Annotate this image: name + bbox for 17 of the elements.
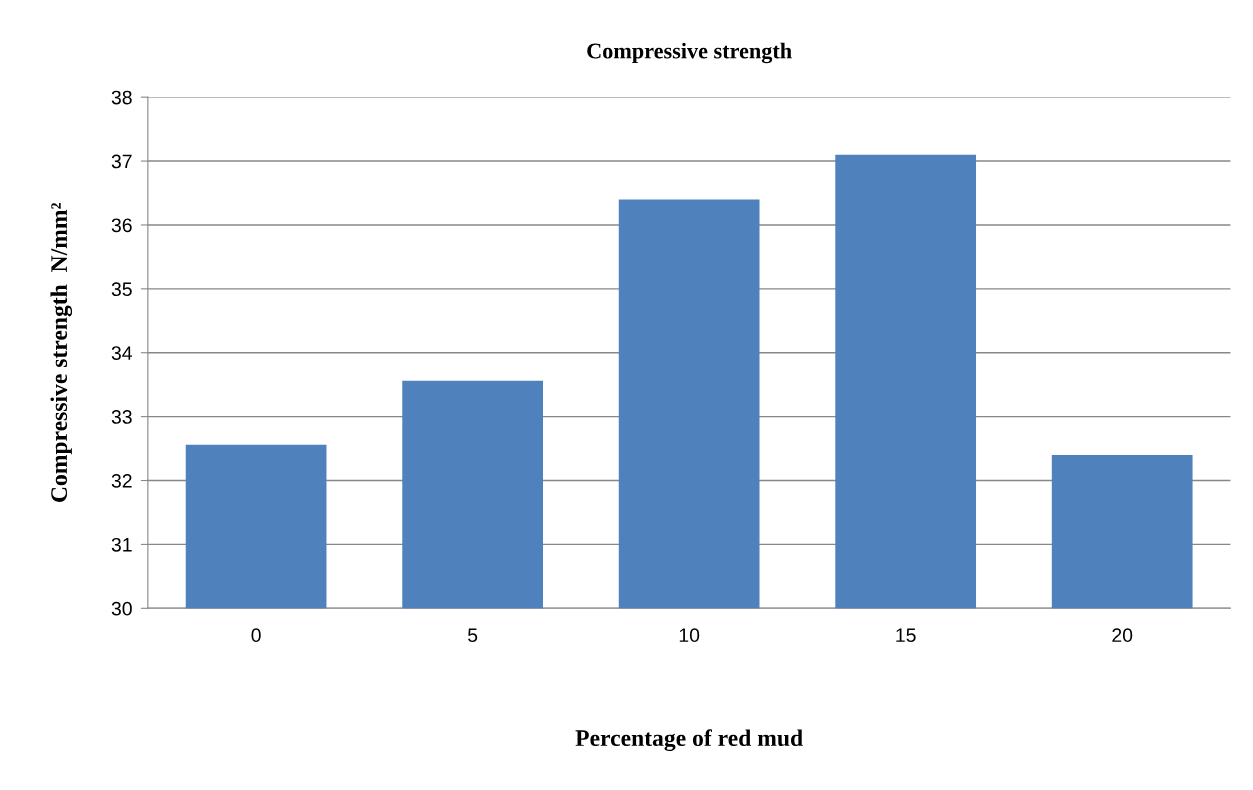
y-tick-label: 37 bbox=[111, 154, 132, 169]
y-tick-label: 32 bbox=[111, 473, 132, 488]
x-tick-label: 20 bbox=[1112, 628, 1133, 643]
x-tick-label: 0 bbox=[251, 628, 261, 643]
x-axis-title: Percentage of red mud bbox=[575, 729, 803, 752]
y-tick-label: 30 bbox=[111, 601, 132, 616]
x-tick-label: 15 bbox=[896, 628, 916, 643]
y-tick-label: 34 bbox=[111, 346, 133, 360]
y-tick-label: 36 bbox=[111, 218, 132, 233]
chart-title: Compressive strength bbox=[587, 42, 792, 64]
y-tick-label: 31 bbox=[111, 537, 132, 552]
x-tick-label: 5 bbox=[468, 628, 478, 643]
y-tick-label: 33 bbox=[111, 410, 132, 424]
y-tick-label: 38 bbox=[111, 90, 132, 105]
y-axis-title: Compressive strength N/mm² bbox=[50, 202, 73, 502]
x-tick-label: 10 bbox=[679, 628, 700, 643]
y-tick-label: 35 bbox=[111, 282, 132, 297]
